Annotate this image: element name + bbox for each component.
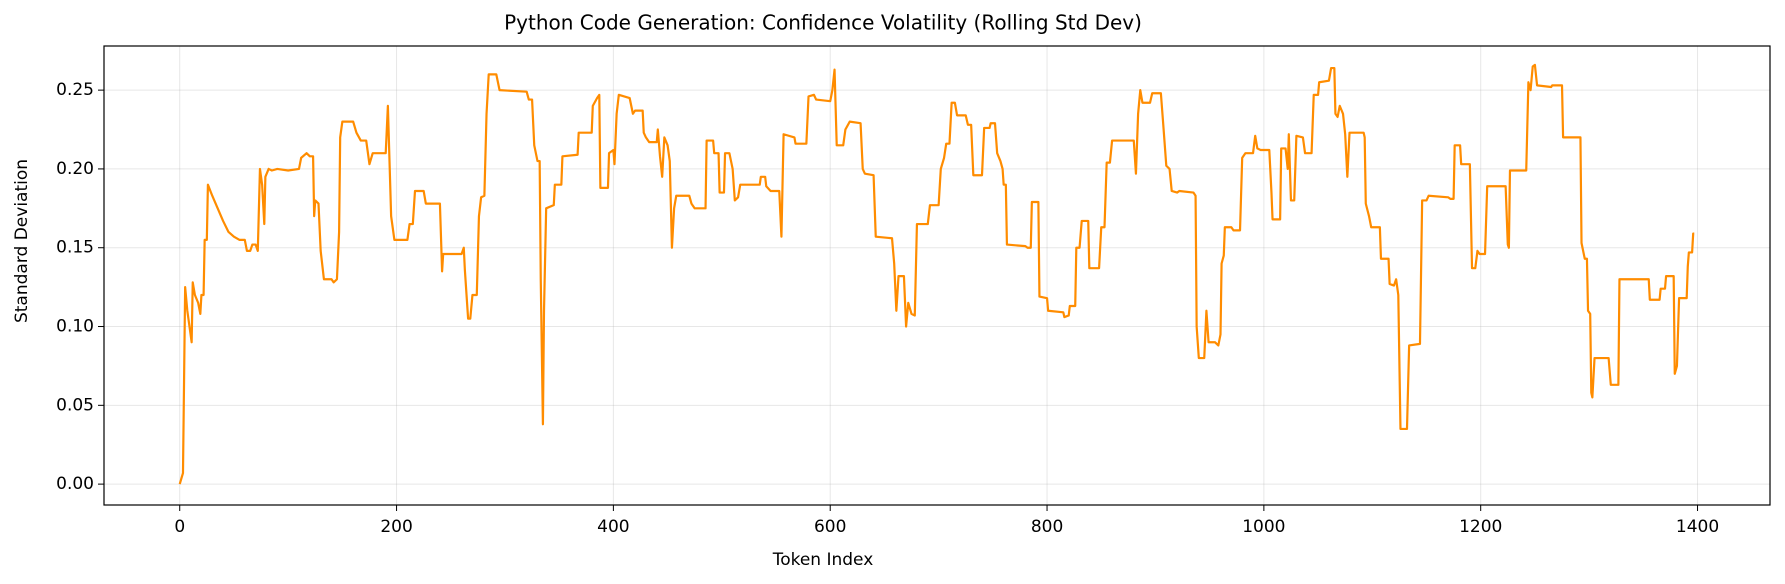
x-tick-label: 800	[1031, 517, 1063, 537]
x-tick-label: 1400	[1676, 517, 1719, 537]
y-tick-label: 0.20	[56, 159, 94, 179]
x-tick-label: 400	[597, 517, 629, 537]
x-tick-label: 1000	[1242, 517, 1285, 537]
x-tick-label: 600	[814, 517, 846, 537]
y-tick-label: 0.15	[56, 238, 94, 258]
y-tick-label: 0.00	[56, 474, 94, 494]
y-tick-label: 0.05	[56, 395, 94, 415]
y-tick-label: 0.25	[56, 80, 94, 100]
x-tick-label: 0	[174, 517, 185, 537]
plot-frame	[103, 45, 1771, 506]
x-axis-label: Token Index	[772, 550, 874, 570]
chart-title: Python Code Generation: Confidence Volat…	[504, 11, 1142, 35]
y-axis-label: Standard Deviation	[12, 159, 32, 323]
data-line	[178, 63, 1695, 485]
x-tick-label: 1200	[1459, 517, 1502, 537]
x-tick-label: 200	[380, 517, 412, 537]
y-tick-label: 0.10	[56, 317, 94, 337]
